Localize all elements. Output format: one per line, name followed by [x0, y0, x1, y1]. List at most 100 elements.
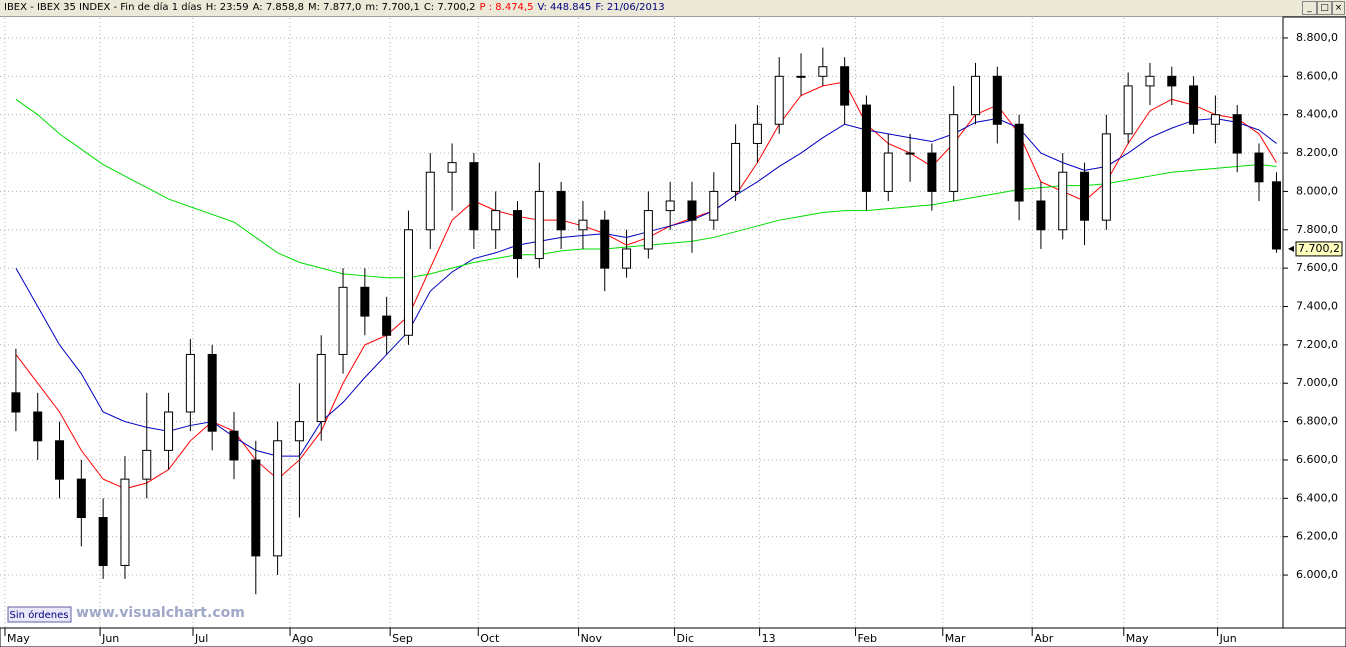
y-tick-label: 7.200,0 [1296, 338, 1338, 351]
y-tick-label: 8.200,0 [1296, 146, 1338, 159]
candle-body [316, 353, 326, 423]
candle-body [992, 75, 1002, 125]
candle-body [1123, 85, 1133, 135]
last-price-label: 7.700,2 [1298, 242, 1340, 255]
y-tick-label: 7.400,0 [1296, 300, 1338, 313]
candle-body [1210, 114, 1220, 125]
candle-body [774, 75, 784, 125]
candle-body [556, 190, 566, 231]
candle-body [294, 421, 304, 442]
header-item: C: 7.700,2 [423, 2, 476, 13]
candle-body [927, 152, 937, 192]
candle-body [1254, 152, 1264, 183]
candle-body [578, 219, 588, 231]
x-tick-label: May [7, 632, 30, 645]
x-tick-label: 13 [762, 632, 776, 645]
candle-body [142, 449, 152, 480]
y-tick-label: 7.800,0 [1296, 223, 1338, 236]
candle-body [600, 219, 610, 269]
y-tick-label: 8.800,0 [1296, 31, 1338, 44]
candle-body [338, 286, 348, 355]
x-tick-label: Dic [677, 632, 695, 645]
candle-body [229, 430, 239, 461]
header-item: F: 21/06/2013 [595, 2, 665, 13]
header-item: A: 7.858,8 [252, 2, 304, 13]
candle-body [491, 210, 501, 231]
y-tick-label: 6.200,0 [1296, 530, 1338, 543]
header-item: IBEX - IBEX 35 INDEX - Fin de día 1 días [4, 2, 202, 13]
y-tick-label: 8.600,0 [1296, 69, 1338, 82]
x-tick-label: Nov [581, 632, 603, 645]
candle-body [1101, 133, 1111, 221]
y-tick-label: 7.600,0 [1296, 261, 1338, 274]
orders-button-box [7, 606, 72, 623]
header-item: m: 7.700,1 [365, 2, 420, 13]
candle-body [1080, 171, 1090, 221]
candle-body [861, 104, 871, 192]
candle-body [665, 200, 675, 212]
candle-body [905, 152, 915, 155]
candle-body [643, 210, 653, 250]
candle-body [731, 142, 741, 192]
candle-body [403, 229, 413, 336]
header-item: P : 8.474,5 [479, 2, 534, 13]
header-item: H: 23:59 [205, 2, 249, 13]
candle-body [1167, 75, 1177, 87]
x-tick-label: May [1126, 632, 1149, 645]
candle-body [883, 152, 893, 192]
orders-button[interactable]: Sin órdenes [10, 609, 69, 621]
maximize-button[interactable]: □ [1317, 1, 1332, 15]
candle-body [425, 171, 435, 231]
candle-body [1189, 85, 1199, 125]
x-tick-label: Oct [480, 632, 500, 645]
candle-body [949, 114, 959, 192]
candle-body [120, 478, 130, 566]
y-tick-label: 6.400,0 [1296, 491, 1338, 504]
candle-body [469, 162, 479, 231]
header-item: V: 448.845 [537, 2, 592, 13]
candle-body [33, 411, 43, 442]
header-item: M: 7.877,0 [308, 2, 362, 13]
candle-body [76, 478, 86, 519]
candle-body [251, 459, 261, 557]
candle-body [796, 75, 806, 78]
x-tick-label: Ago [292, 632, 314, 645]
x-tick-label: Feb [858, 632, 877, 645]
close-button[interactable]: × [1332, 1, 1345, 15]
plot-area [0, 17, 1283, 628]
candle-body [11, 392, 21, 413]
candle-body [622, 248, 632, 269]
last-price-box [1295, 241, 1343, 257]
header-bar: IBEX - IBEX 35 INDEX - Fin de día 1 días… [0, 0, 1346, 17]
candle-body [752, 123, 762, 144]
candle-body [1232, 114, 1242, 154]
x-tick-label: Jul [194, 632, 208, 645]
candle-body [1014, 123, 1024, 202]
x-tick-label: Jun [1219, 632, 1237, 645]
y-tick-label: 8.400,0 [1296, 108, 1338, 121]
candle-body [709, 190, 719, 221]
x-tick-label: Mar [945, 632, 966, 645]
candle-body [164, 411, 174, 451]
last-price-pointer [1288, 245, 1294, 252]
candle-body [840, 66, 850, 106]
candle-body [818, 66, 828, 77]
candle-body [207, 353, 217, 432]
candle-body [382, 315, 392, 336]
candle-body [360, 286, 370, 317]
x-tick-label: Jun [101, 632, 119, 645]
candle-body [447, 162, 457, 173]
y-tick-label: 6.600,0 [1296, 453, 1338, 466]
candle-body [970, 75, 980, 116]
y-tick-label: 6.000,0 [1296, 568, 1338, 581]
y-tick-label: 6.800,0 [1296, 415, 1338, 428]
candle-body [534, 190, 544, 260]
x-tick-label: Sep [392, 632, 413, 645]
y-tick-label: 7.000,0 [1296, 376, 1338, 389]
candle-body [273, 440, 283, 557]
candle-body [1271, 181, 1281, 250]
candle-body [1145, 75, 1155, 87]
minimize-button[interactable]: _ [1302, 1, 1317, 15]
watermark: www.visualchart.com [76, 605, 245, 621]
